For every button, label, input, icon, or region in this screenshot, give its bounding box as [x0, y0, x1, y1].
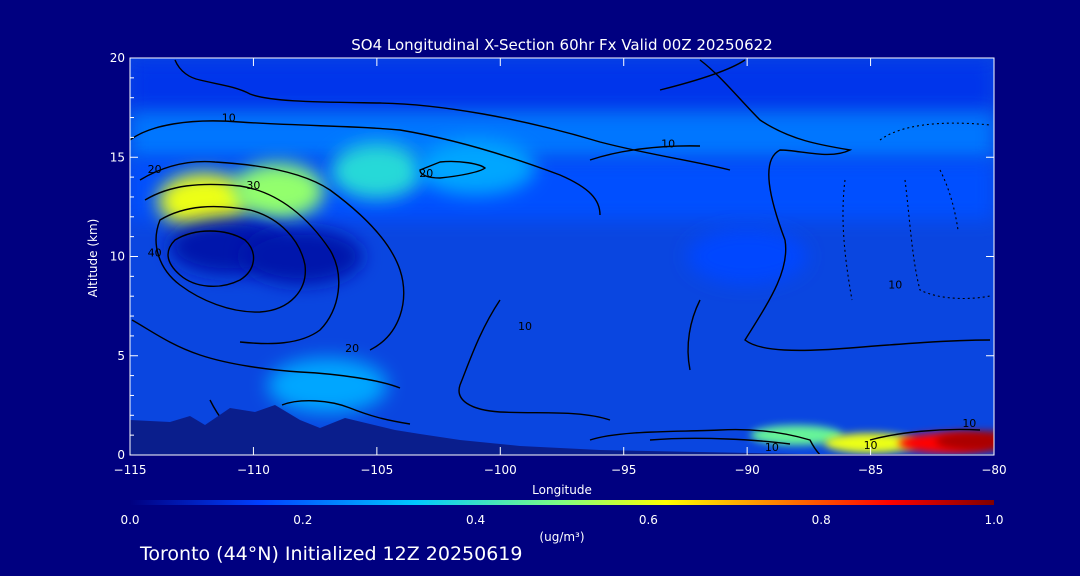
y-tick-label: 20: [110, 51, 125, 65]
x-tick-label: −115: [114, 463, 147, 477]
contour-label: 20: [345, 342, 359, 355]
y-tick-label: 5: [117, 349, 125, 363]
contour-line: [659, 59, 746, 91]
x-tick-label: −85: [858, 463, 883, 477]
chart-title: SO4 Longitudinal X-Section 60hr Fx Valid…: [351, 36, 772, 54]
y-axis-label: Altitude (km): [86, 219, 100, 298]
plot-area: 10 20 30 40 20 10 10 20 10 10 10 10: [129, 57, 995, 456]
contour-label: 40: [148, 247, 162, 260]
contour-line: [744, 239, 991, 352]
field-band: [130, 112, 994, 160]
contour-line: [281, 400, 411, 425]
contour-label: 10: [518, 320, 532, 333]
field-band: [130, 60, 994, 112]
x-tick-label: −95: [611, 463, 636, 477]
y-tick-label: 0: [117, 448, 125, 462]
colorbar-tick-label: 0.8: [812, 513, 831, 527]
contour-line: [167, 230, 255, 288]
colorbar-tick-label: 0.0: [120, 513, 139, 527]
contour-line: [419, 160, 487, 179]
x-tick-label: −90: [734, 463, 759, 477]
footer-info: Toronto (44°N) Initialized 12Z 20250619: [140, 543, 523, 565]
contour-label: 10: [888, 278, 902, 291]
contour-label: 10: [962, 417, 976, 430]
contour-line: [174, 59, 731, 171]
contour-line: [869, 428, 981, 441]
contour-label: 10: [661, 137, 675, 150]
contour-line: [699, 59, 853, 241]
y-tick-label: 10: [110, 250, 125, 264]
x-tick-label: −110: [237, 463, 270, 477]
dotted-contour-line: [904, 179, 991, 299]
contour-line: [649, 437, 791, 445]
field-cell: [824, 433, 917, 454]
contour-line: [155, 205, 306, 313]
x-tick-label: −80: [981, 463, 1006, 477]
contour-line: [130, 120, 601, 216]
field-cell: [415, 139, 536, 196]
contour-label: 20: [419, 167, 433, 180]
contour-labels: 10 20 30 40 20 10 10 20 10 10 10 10: [148, 112, 977, 455]
contour-line: [589, 428, 822, 455]
colorbar: 0.0 0.2 0.4 0.6 0.8 1.0 (ug/m³): [120, 500, 1004, 544]
colorbar-tick-label: 0.2: [293, 513, 312, 527]
contour-line: [589, 145, 701, 161]
x-axis-label: Longitude: [532, 483, 592, 497]
field-cell: [750, 425, 843, 446]
colorbar-tick-label: 1.0: [984, 513, 1003, 527]
y-axis: 0 5 10 15 20: [110, 51, 994, 462]
field-cell: [330, 143, 423, 200]
dotted-contour-line: [842, 179, 853, 301]
y-tick-label: 15: [110, 150, 125, 164]
contour-line: [139, 160, 405, 351]
contour-label: 20: [148, 163, 162, 176]
contour-label: 30: [246, 179, 260, 192]
field-cell: [935, 431, 994, 452]
contour-line: [458, 299, 611, 421]
dotted-contour-line: [879, 122, 991, 141]
x-axis: −115 −110 −105 −100 −95 −90 −85 −80: [114, 58, 1007, 477]
contour-label: 10: [864, 439, 878, 452]
contour-label: 10: [222, 112, 236, 125]
contour-lines: [130, 59, 991, 455]
colorbar-units: (ug/m³): [539, 530, 584, 544]
contour-line: [687, 299, 701, 371]
field-cell: [687, 228, 808, 285]
field-cell: [267, 357, 388, 414]
contour-line: [131, 319, 401, 389]
colorbar-tick-label: 0.6: [639, 513, 658, 527]
x-tick-label: −100: [484, 463, 517, 477]
colorbar-ticks: 0.0 0.2 0.4 0.6 0.8 1.0: [120, 513, 1003, 527]
negative-contours: [842, 122, 991, 301]
dotted-contour-line: [939, 169, 959, 231]
colorbar-tick-label: 0.4: [466, 513, 485, 527]
x-tick-label: −105: [360, 463, 393, 477]
contour-label: 10: [765, 441, 779, 454]
contour-line: [144, 183, 340, 345]
terrain-mask: [130, 405, 994, 455]
colorbar-gradient: [130, 500, 994, 505]
